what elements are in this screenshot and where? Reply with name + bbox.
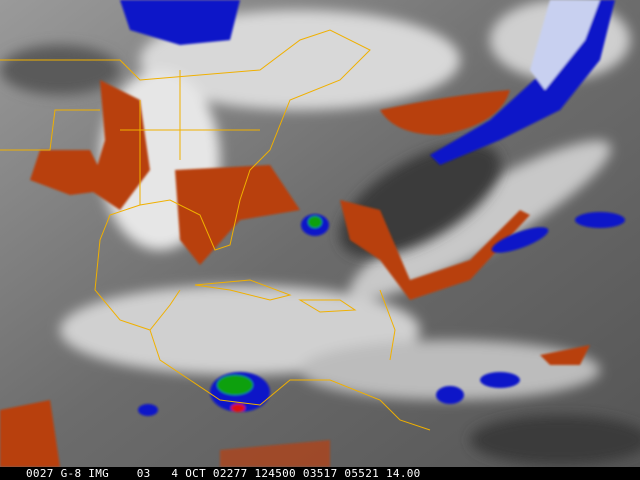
image-caption-bar: 0027 G-8 IMG 03 4 OCT 02277 124500 03517…: [0, 467, 640, 480]
water-vapor-image: [0, 0, 640, 467]
image-caption: 0027 G-8 IMG 03 4 OCT 02277 124500 03517…: [26, 467, 421, 480]
cold-cloud-blue: [120, 0, 625, 416]
coastlines-borders: [0, 29, 431, 431]
dry-air-orange: [0, 80, 590, 467]
